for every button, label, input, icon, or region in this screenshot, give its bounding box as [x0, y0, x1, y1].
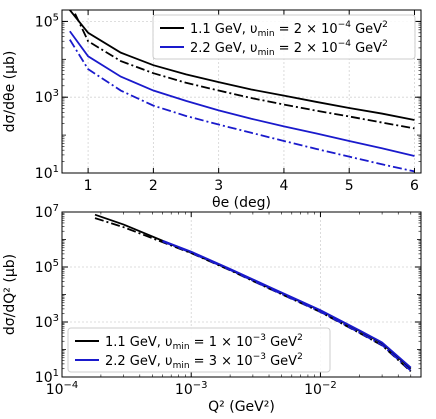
y-tick-label: 107 [35, 203, 59, 221]
plot-frame [61, 211, 422, 378]
series-line-2 [74, 13, 415, 130]
legend-entry: 1.1 GeV, υmin = 2 × 10−4 GeV2 [190, 20, 388, 39]
legend-entry: 2.2 GeV, υmin = 2 × 10−4 GeV2 [190, 39, 388, 58]
x-tick-label: 3 [214, 178, 223, 194]
x-tick-label: 10−2 [304, 380, 337, 398]
y-tick-label: 101 [35, 164, 59, 182]
series-line-4 [69, 39, 415, 173]
legend-box [152, 14, 416, 60]
series-line-4 [162, 240, 412, 372]
y-tick-label: 103 [35, 313, 59, 331]
series-line-3 [162, 239, 412, 369]
y-tick-label: 105 [35, 12, 59, 30]
chart-2: 10−4 10−3 10−2 101 103 105 107 Q² (GeV²) dσ/dQ² … [2, 203, 422, 415]
series-line-3 [69, 30, 415, 157]
y-axis-label: dσ/dQ² (μb) [2, 254, 18, 335]
x-tick-label: 5 [345, 178, 354, 194]
y-tick-label: 105 [35, 258, 59, 276]
x-tick-label: 10−3 [175, 380, 208, 398]
x-tick-label: 4 [279, 178, 288, 194]
series-group [94, 213, 412, 373]
x-tick-label: 6 [410, 178, 419, 194]
y-tick-label: 101 [35, 368, 59, 386]
chart-1: 1 2 3 4 5 6 101 103 105 θe (deg) dσ/dθe (μb) 1.1 Ge… [2, 9, 422, 211]
y-tick-label: 103 [35, 88, 59, 106]
series-group [69, 10, 415, 173]
y-axis-label: dσ/dθe (μb) [2, 51, 18, 133]
x-axis-label: Q² (GeV²) [208, 399, 275, 415]
legend-entry: 2.2 GeV, υmin = 3 × 10−3 GeV2 [105, 352, 303, 371]
series-line-1 [69, 10, 415, 121]
x-tick-label: 1 [84, 178, 93, 194]
legend-box [67, 327, 331, 373]
x-tick-label: 2 [149, 178, 158, 194]
legend-entry: 1.1 GeV, υmin = 1 × 10−3 GeV2 [105, 333, 303, 352]
x-tick-label: 10−4 [46, 380, 79, 398]
x-axis-label: θe (deg) [212, 195, 271, 211]
plot-frame [61, 9, 422, 174]
